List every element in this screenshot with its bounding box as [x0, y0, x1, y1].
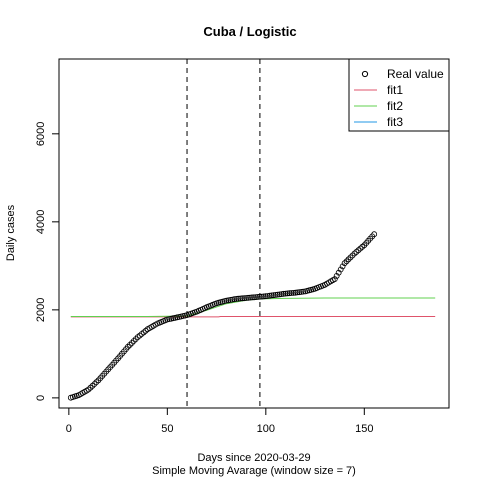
real-value-point [254, 293, 261, 300]
x-tick-label: 50 [161, 423, 173, 435]
real-value-point [278, 291, 285, 298]
y-tick-label: 2000 [35, 298, 47, 322]
real-value-point [270, 292, 277, 299]
y-axis-label: Daily cases [5, 204, 17, 261]
legend-label: fit3 [387, 115, 403, 129]
real-value-point [266, 292, 273, 299]
real-value-point [235, 295, 242, 302]
real-value-point [355, 247, 362, 254]
reference-lines [186, 59, 261, 408]
real-value-point [245, 294, 252, 301]
real-value-point [233, 295, 240, 302]
real-value-point [288, 290, 295, 296]
real-value-point [87, 384, 94, 391]
chart-title: Cuba / Logistic [203, 24, 296, 39]
y-tick-label: 6000 [35, 122, 47, 146]
legend: Real value fit1 fit2 fit3 [348, 58, 450, 132]
x-tick-label: 150 [355, 423, 373, 435]
real-value-point [349, 252, 356, 259]
real-value-point [166, 316, 173, 323]
legend-label: fit2 [387, 99, 403, 113]
real-value-point [180, 313, 187, 319]
real-value-point [351, 250, 358, 257]
real-value-point [125, 343, 131, 350]
real-value-point [237, 295, 244, 302]
real-value-point [262, 293, 269, 300]
real-value-point [371, 231, 378, 238]
real-value-point [282, 290, 289, 297]
real-value-point [339, 263, 346, 270]
real-value-point [239, 295, 246, 302]
real-value-point [243, 295, 250, 301]
real-value-point [345, 256, 352, 263]
real-value-point [292, 289, 299, 296]
real-value-point [128, 340, 135, 346]
legend-label: fit1 [387, 83, 403, 97]
real-value-point [333, 272, 340, 279]
real-value-point [284, 290, 291, 297]
real-value-point [274, 291, 281, 298]
real-value-point [126, 341, 133, 348]
real-value-point [298, 288, 305, 295]
real-value-point [91, 381, 98, 387]
x-axis: 0 50 100 150 [66, 407, 373, 435]
real-value-point [241, 295, 248, 302]
real-value-point [247, 294, 254, 301]
real-value-point [296, 289, 303, 296]
real-value-point [294, 289, 301, 296]
real-value-point [331, 276, 338, 283]
real-value-point [268, 292, 275, 299]
real-value-point [249, 294, 255, 301]
real-value-point [132, 336, 139, 343]
real-value-point [253, 294, 259, 301]
chart-subtitle: Simple Moving Avarage (window size = 7) [152, 465, 356, 477]
real-value-point [89, 382, 96, 389]
real-value-points [67, 231, 378, 401]
real-value-point [258, 293, 265, 300]
real-value-point [256, 293, 263, 300]
real-value-point [347, 254, 354, 261]
x-axis-label: Days since 2020-03-29 [197, 452, 310, 464]
real-value-point [290, 289, 297, 296]
fit2-line [70, 297, 436, 317]
real-value-point [227, 296, 234, 303]
real-value-point [223, 297, 230, 304]
real-value-point [260, 293, 267, 300]
real-value-point [341, 260, 348, 267]
real-value-point [130, 338, 137, 344]
fit-lines [70, 297, 436, 318]
real-value-point [251, 294, 257, 301]
real-value-point [343, 258, 350, 265]
y-tick-label: 0 [35, 395, 47, 401]
real-value-point [357, 245, 364, 252]
real-value-point [93, 379, 100, 386]
real-value-point [276, 291, 283, 298]
x-tick-label: 0 [66, 423, 72, 435]
real-value-point [164, 316, 171, 323]
real-value-point [335, 269, 342, 276]
real-value-point [337, 266, 344, 273]
x-tick-label: 100 [257, 423, 275, 435]
real-value-point [229, 296, 236, 303]
real-value-point [136, 332, 143, 339]
real-value-point [142, 327, 149, 334]
real-value-point [231, 296, 238, 303]
y-axis: 0 2000 4000 6000 [35, 122, 60, 401]
legend-label: Real value [387, 67, 444, 81]
real-value-point [286, 290, 293, 297]
real-value-point [264, 293, 271, 299]
y-tick-label: 4000 [35, 210, 47, 234]
real-value-point [280, 290, 287, 297]
legend-symbol-circle [361, 70, 369, 78]
real-value-point [174, 314, 181, 321]
real-value-point [225, 297, 232, 304]
real-value-point [353, 248, 360, 255]
real-value-point [85, 386, 92, 393]
real-value-point [300, 288, 307, 295]
real-value-point [272, 291, 279, 298]
